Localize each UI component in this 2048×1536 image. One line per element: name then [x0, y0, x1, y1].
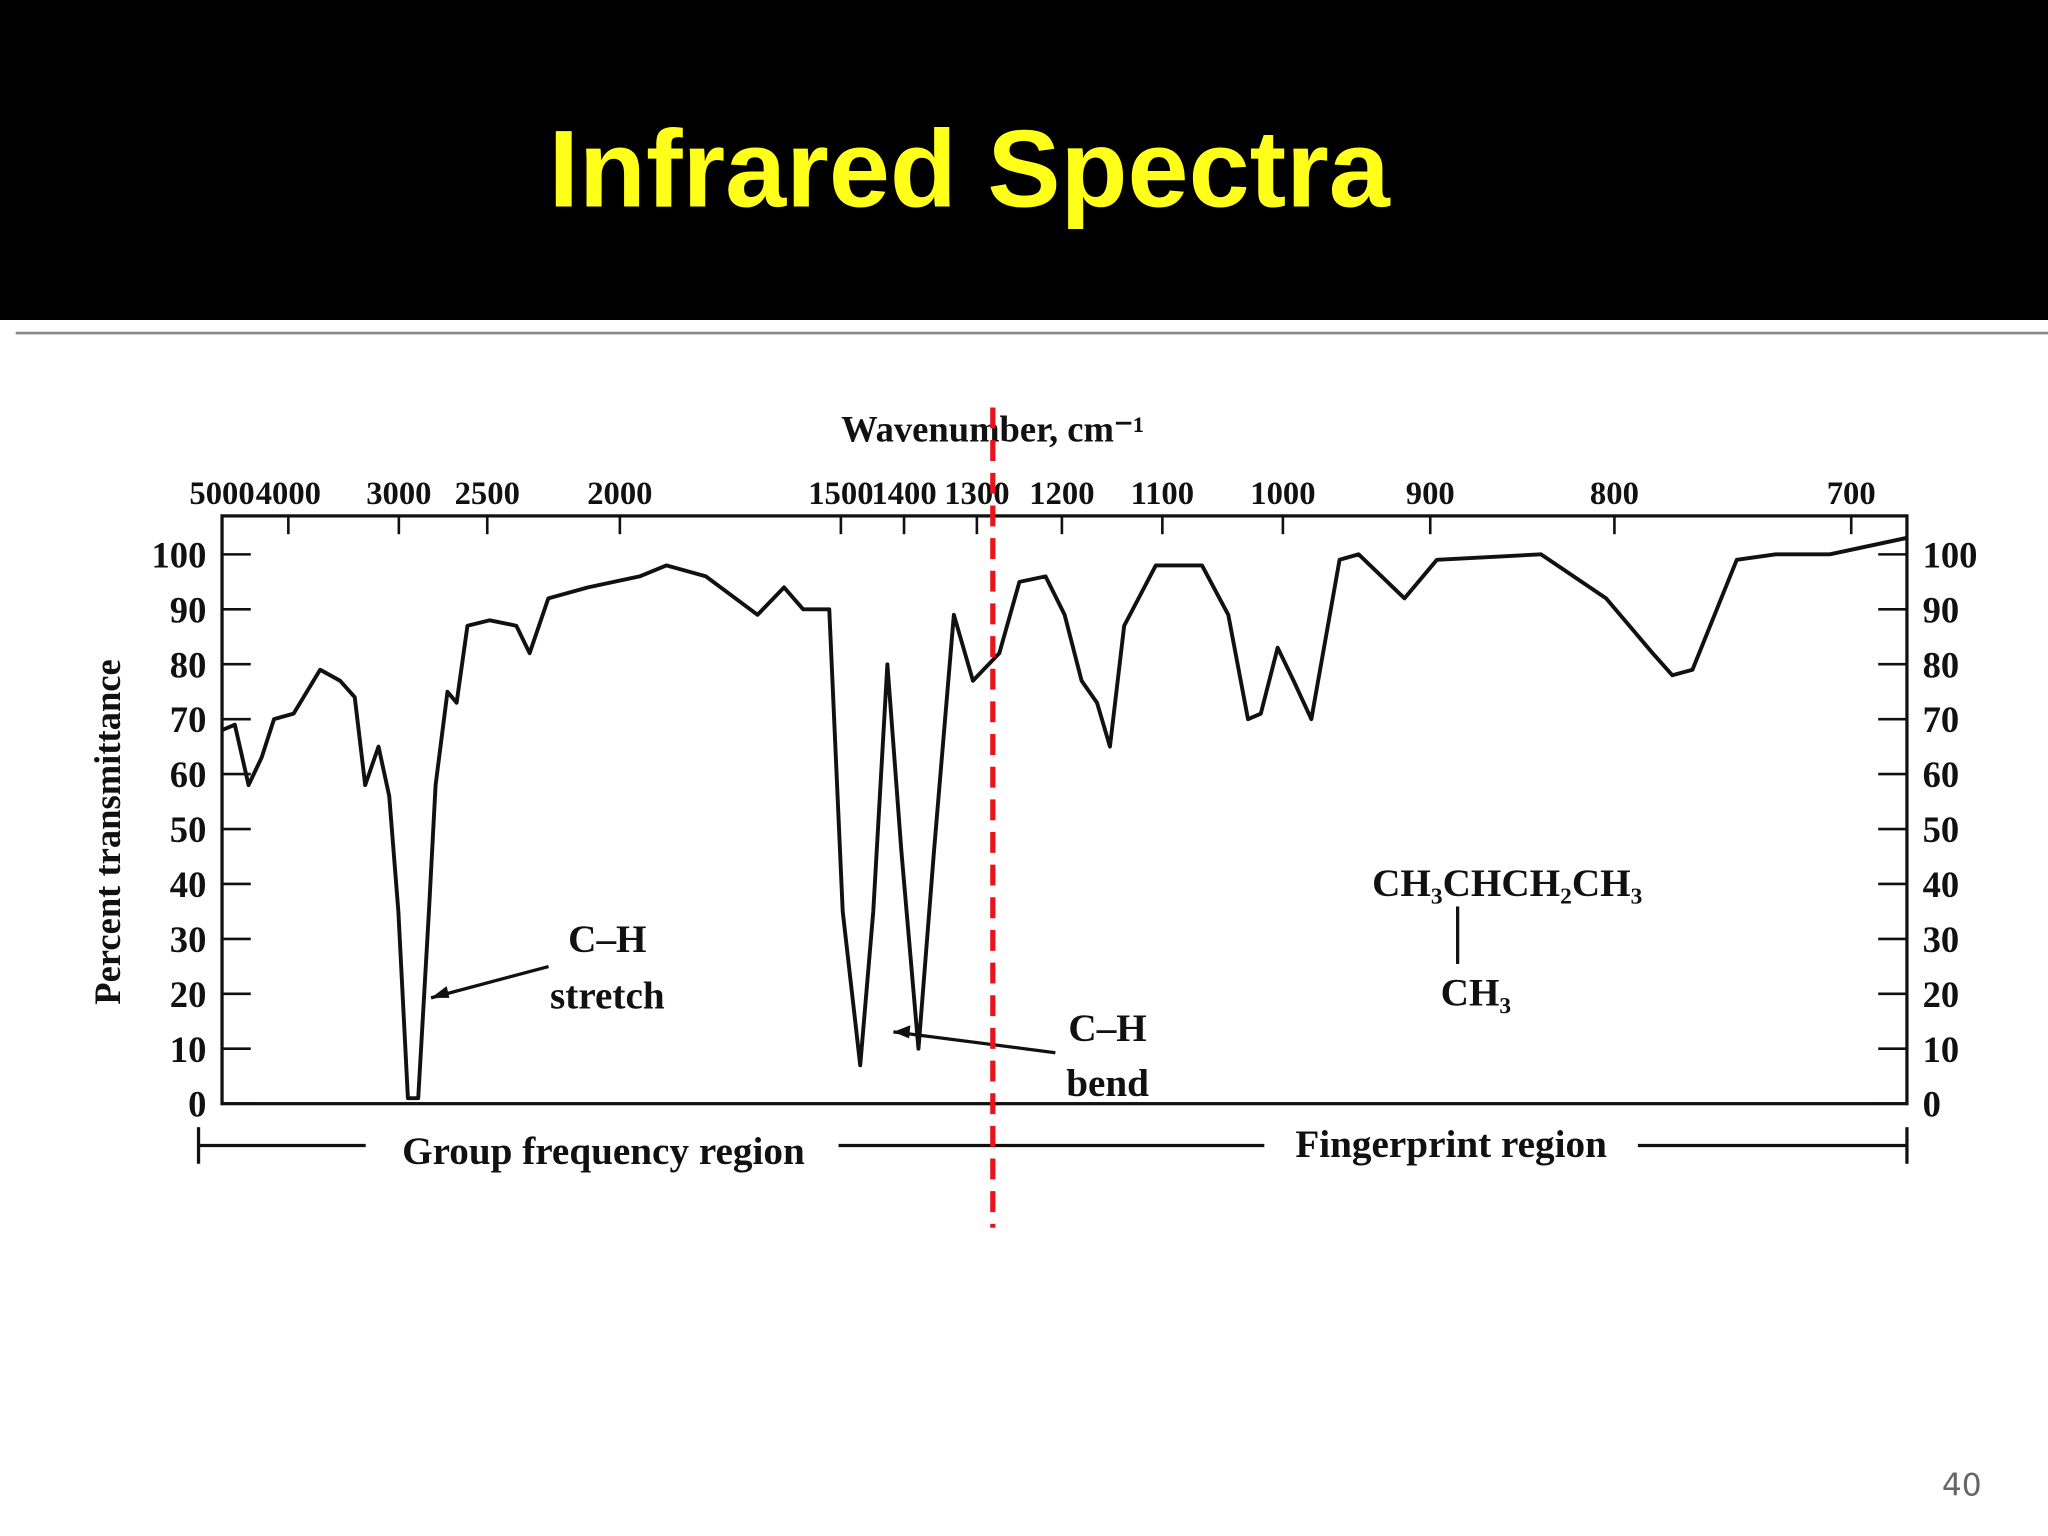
y-tick-label: 90 — [170, 589, 207, 630]
annotation-arrow — [430, 964, 549, 1000]
y2-tick-label: 20 — [1923, 974, 1960, 1015]
y-tick-label: 100 — [152, 534, 207, 575]
y2-tick-label: 10 — [1923, 1029, 1960, 1070]
x-tick-label: 1500 — [808, 476, 873, 512]
y-tick-label: 0 — [188, 1084, 206, 1125]
x-tick-label: 1200 — [1029, 476, 1094, 512]
y2-tick-label: 40 — [1923, 864, 1960, 905]
y2-tick-label: 90 — [1923, 589, 1960, 630]
y-tick-label: 80 — [170, 644, 207, 685]
y-tick-label: 30 — [170, 919, 207, 960]
slide-title: Infrared Spectra — [548, 108, 1390, 230]
y2-tick-label: 80 — [1923, 644, 1960, 685]
x-tick-label: 2500 — [455, 476, 520, 512]
x-tick-label: 3000 — [366, 476, 431, 512]
x-tick-label: 900 — [1406, 476, 1455, 512]
annotation: Fingerprint region — [1295, 1123, 1607, 1166]
annotation: stretch — [550, 974, 665, 1017]
y-tick-label: 20 — [170, 974, 207, 1015]
label-backdrop — [1264, 1114, 1638, 1167]
header-band — [0, 0, 2048, 320]
y2-tick-label: 50 — [1923, 809, 1960, 850]
x-tick-label: 4000 — [256, 476, 321, 512]
x-tick-label: 800 — [1590, 476, 1639, 512]
x-tick-label: 1000 — [1250, 476, 1315, 512]
annotation: CH₃ — [1441, 972, 1512, 1015]
y-tick-label: 40 — [170, 864, 207, 905]
x-tick-label: 1100 — [1131, 476, 1194, 512]
y2-tick-label: 100 — [1923, 534, 1978, 575]
y2-tick-label: 60 — [1923, 754, 1960, 795]
y-tick-label: 60 — [170, 754, 207, 795]
annotation: Group frequency region — [402, 1130, 805, 1173]
y-axis-label: Percent transmittance — [87, 659, 128, 1005]
plot-frame — [220, 514, 1909, 1106]
spectrum-line — [221, 535, 1908, 1101]
arrowhead — [893, 1025, 911, 1039]
y-tick-label: 70 — [170, 699, 207, 740]
x-tick-label: 1400 — [871, 476, 936, 512]
annotation: C–H — [1068, 1007, 1146, 1050]
page-number: 40 — [1942, 1468, 1982, 1504]
annotation: CH₃CHCH₂CH₃ — [1372, 862, 1642, 905]
y2-tick-label: 70 — [1923, 699, 1960, 740]
x-tick-label: 5000 — [189, 476, 254, 512]
x-tick-label: 1300 — [944, 476, 1009, 512]
label-backdrop — [365, 1116, 839, 1169]
y-tick-label: 10 — [170, 1029, 207, 1070]
arrowhead — [431, 986, 450, 998]
y-tick-label: 50 — [170, 809, 207, 850]
y2-tick-label: 0 — [1923, 1084, 1941, 1125]
x-tick-label: 2000 — [587, 476, 652, 512]
annotation: C–H — [568, 918, 646, 961]
annotation: bend — [1066, 1062, 1149, 1105]
y2-tick-label: 30 — [1923, 919, 1960, 960]
x-tick-label: 700 — [1827, 476, 1876, 512]
